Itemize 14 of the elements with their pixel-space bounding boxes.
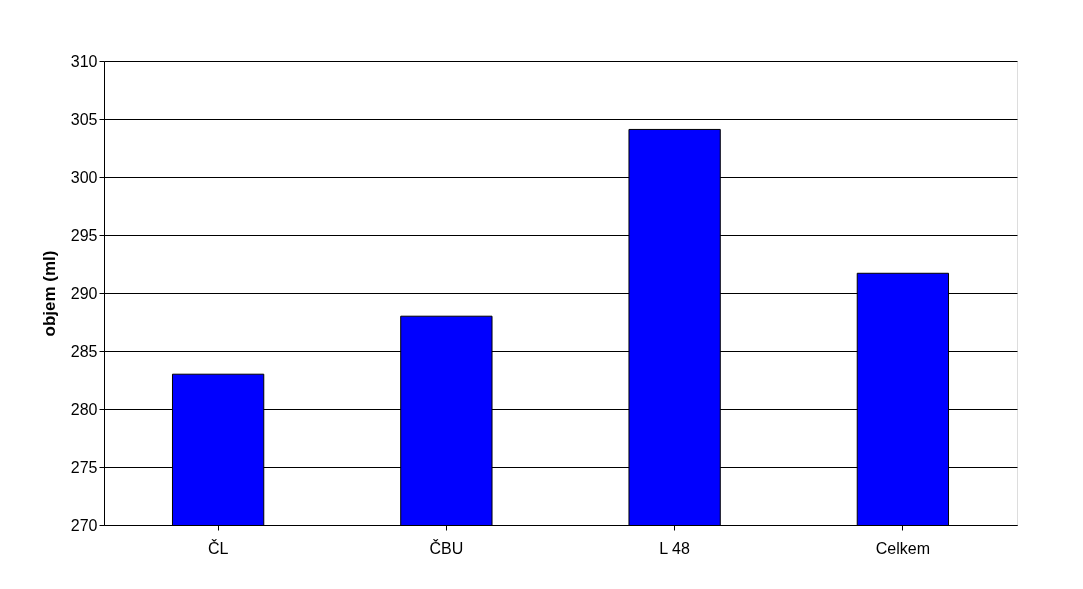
x-tick-label: L 48	[659, 539, 690, 557]
y-tick-label: 310	[70, 52, 98, 70]
x-tick-label: ČL	[207, 538, 229, 557]
y-tick-label: 295	[70, 226, 98, 244]
y-tick-label: 270	[70, 516, 98, 534]
y-tick-label: 275	[70, 458, 98, 476]
x-tick-label: ČBU	[429, 538, 464, 557]
y-axis-title: objem (ml)	[39, 250, 59, 337]
y-tick-label: 285	[70, 342, 98, 360]
y-tick-label: 280	[70, 400, 98, 418]
y-tick-label: 300	[70, 168, 98, 186]
y-tick-label: 305	[70, 110, 98, 128]
y-tick-label: 290	[70, 284, 98, 302]
x-tick-label: Celkem	[875, 539, 930, 557]
